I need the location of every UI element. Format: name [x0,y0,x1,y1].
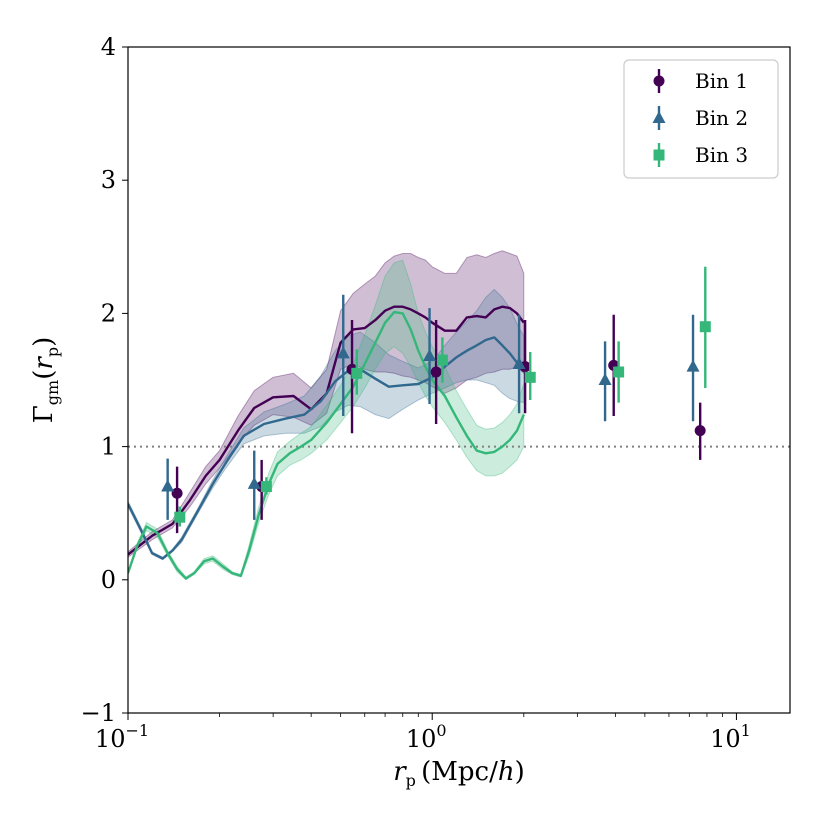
bin-3-point [436,354,448,366]
y-tick-label: 4 [101,33,116,61]
legend: Bin 1 Bin 2 Bin 3 [623,59,779,179]
bin-3-point [613,366,625,378]
bin-3-model-band [128,259,525,581]
bin-3-point [699,321,711,333]
bin-3-legend-label: Bin 3 [695,143,748,167]
x-tick-label: 100 [406,721,447,753]
bin-3-point [351,367,363,379]
y-tick-label: −1 [81,699,116,727]
bin-3-point [524,371,536,383]
bin-2-point [598,373,612,385]
bin-2-legend-label: Bin 2 [695,106,748,130]
bin-3-legend-marker [653,149,665,161]
bin-1-point [694,425,706,437]
y-tick-label: 3 [101,166,116,194]
bin-2-point [512,357,526,370]
bin-1-point [171,487,183,499]
legend-box [623,59,779,179]
plot-frame [127,46,791,714]
data-points [161,266,711,534]
bin-1-point [430,366,442,378]
bin-2-point [247,476,261,489]
bin-2-point [423,349,437,362]
y-axis-label: Γgm(rp) [29,337,62,423]
x-axis-label: rp (Mpc/h) [393,757,525,790]
y-tick-label: 1 [101,433,116,461]
x-tick-label: 101 [710,721,751,753]
y-tick-label: 0 [101,566,116,594]
bin-2-point [336,346,350,359]
bin-3-point [260,481,272,493]
bin-2-legend-marker [652,111,666,123]
bin-2-point [161,479,175,492]
bin-1-model-line [128,305,525,556]
x-tick-label: 10−1 [95,721,149,753]
bin-1-legend-marker [653,75,665,87]
y-tick-label: 2 [101,299,116,327]
bin-1-legend-label: Bin 1 [695,69,748,93]
bin-1-model-band [128,250,525,558]
bin-2-point [686,359,700,372]
bin-3-model-line [128,310,525,580]
plot-border [127,46,791,714]
bin-3-point [174,511,186,523]
axis-labels: rp (Mpc/h) Γgm(rp) [29,337,525,790]
